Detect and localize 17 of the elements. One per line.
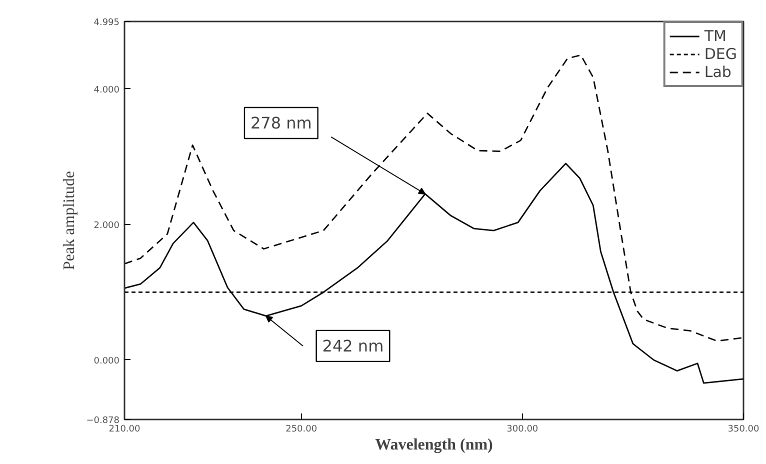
y-tick-label: 4.995	[94, 18, 120, 28]
x-tick-label: 250.00	[286, 424, 318, 434]
x-axis-title: Wavelength (nm)	[375, 436, 493, 454]
legend-label: TM	[704, 27, 726, 45]
legend-label: Lab	[704, 63, 732, 81]
x-tick-label: 350.00	[728, 424, 760, 434]
y-axis-title: Peak amplitude	[61, 170, 78, 270]
line-series	[124, 162, 744, 384]
legend-label: DEG	[704, 45, 737, 63]
y-tick-label: 4.000	[94, 85, 120, 96]
y-tick-label: −0.878	[86, 416, 120, 426]
annotation: 278 nm	[250, 113, 312, 132]
y-tick-label: 0.000	[94, 356, 120, 366]
y-tick-label: 2.000	[94, 220, 120, 231]
x-tick-label: 300.00	[506, 424, 538, 434]
annotation: 242 nm	[322, 336, 384, 356]
x-tick-label: 210.00	[108, 424, 141, 434]
